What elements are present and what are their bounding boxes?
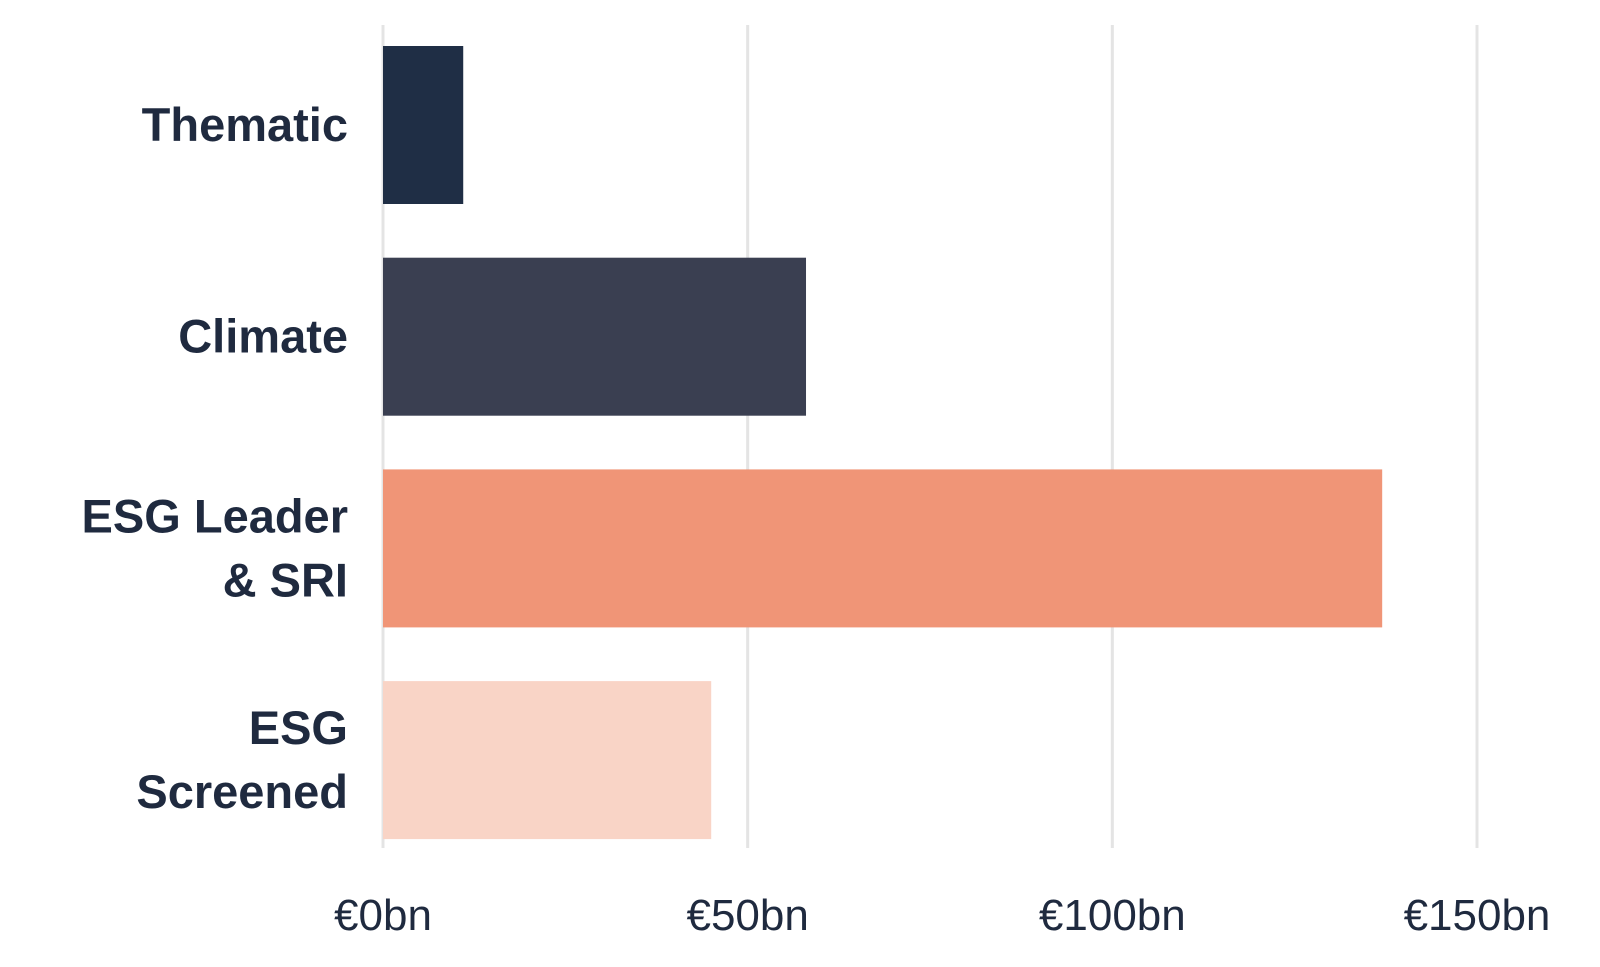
bar: [383, 681, 712, 840]
category-label: ESG Screened: [136, 701, 348, 818]
category-labels: Thematic Climate ESG Leader & SRI ESG Screene…: [82, 98, 348, 818]
x-axis-ticks: €0bn €50bn €100bn €150bn: [334, 891, 1550, 940]
x-tick-label: €150bn: [1404, 891, 1551, 940]
category-label: Climate: [178, 310, 348, 363]
x-tick-label: €50bn: [686, 891, 808, 940]
category-label: Thematic: [142, 98, 348, 151]
bar: [383, 469, 1383, 628]
category-label: ESG Leader & SRI: [82, 489, 348, 606]
bars: [383, 46, 1383, 840]
bar: [383, 257, 807, 416]
bar: [383, 46, 464, 204]
x-tick-label: €0bn: [334, 891, 432, 940]
x-tick-label: €100bn: [1039, 891, 1186, 940]
